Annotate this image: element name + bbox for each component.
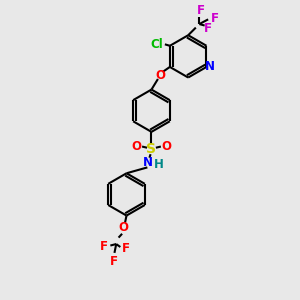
Text: S: S (146, 142, 157, 156)
Text: F: F (110, 255, 118, 268)
Text: Cl: Cl (150, 38, 163, 51)
Text: O: O (162, 140, 172, 153)
Text: F: F (100, 241, 108, 254)
Text: H: H (154, 158, 164, 171)
Text: N: N (143, 156, 153, 169)
Text: N: N (205, 60, 215, 74)
Text: O: O (118, 221, 129, 234)
Text: F: F (122, 242, 130, 255)
Text: F: F (211, 12, 219, 25)
Text: F: F (204, 22, 212, 35)
Text: O: O (131, 140, 141, 153)
Text: O: O (155, 69, 165, 82)
Text: F: F (197, 4, 205, 17)
